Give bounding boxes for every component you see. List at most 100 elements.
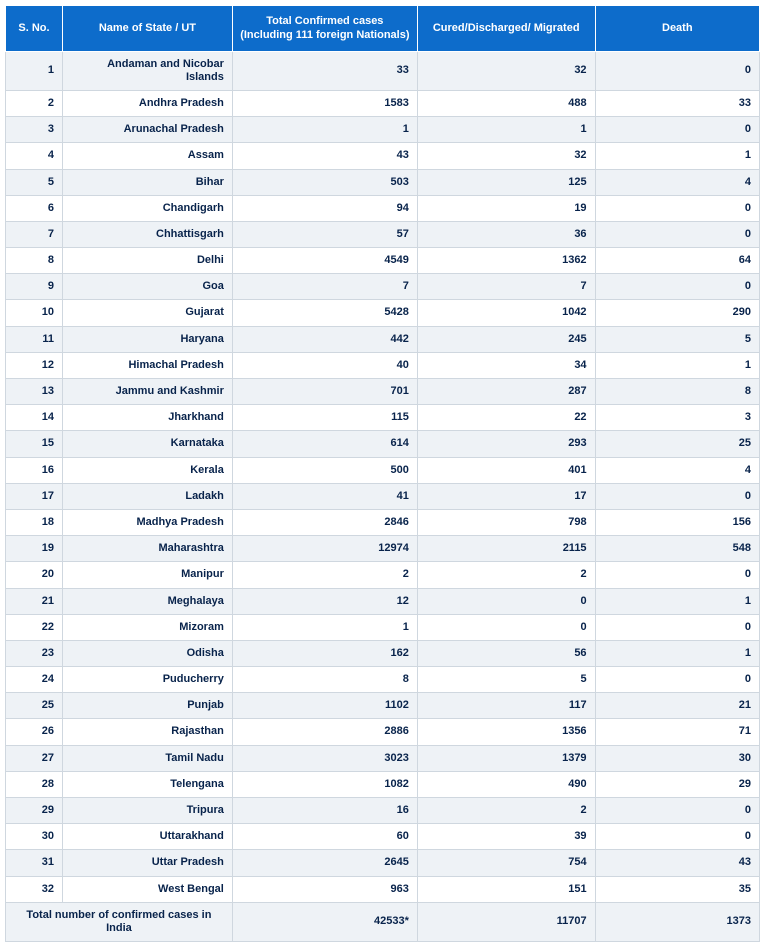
cell-confirmed: 12974 [232,536,417,562]
cell-sno: 11 [6,326,63,352]
cell-name: Tripura [62,798,232,824]
cell-confirmed: 2886 [232,719,417,745]
total-label: Total number of confirmed cases in India [6,902,233,941]
table-row: 30Uttarakhand60390 [6,824,760,850]
table-row: 2Andhra Pradesh158348833 [6,90,760,116]
cell-cured: 488 [417,90,595,116]
cell-cured: 17 [417,483,595,509]
cell-death: 290 [595,300,759,326]
cell-cured: 7 [417,274,595,300]
cell-name: Chhattisgarh [62,221,232,247]
total-death: 1373 [595,902,759,941]
cell-sno: 32 [6,876,63,902]
cell-death: 71 [595,719,759,745]
table-row: 20Manipur220 [6,562,760,588]
total-confirmed: 42533* [232,902,417,941]
header-confirmed: Total Confirmed cases (Including 111 for… [232,6,417,52]
cell-death: 5 [595,326,759,352]
cell-cured: 754 [417,850,595,876]
table-row: 19Maharashtra129742115548 [6,536,760,562]
cell-death: 64 [595,248,759,274]
table-row: 5Bihar5031254 [6,169,760,195]
cell-name: Andhra Pradesh [62,90,232,116]
cell-confirmed: 503 [232,169,417,195]
cell-name: Arunachal Pradesh [62,117,232,143]
table-row: 4Assam43321 [6,143,760,169]
cell-confirmed: 963 [232,876,417,902]
header-death: Death [595,6,759,52]
cell-death: 25 [595,431,759,457]
cell-death: 30 [595,745,759,771]
cell-confirmed: 41 [232,483,417,509]
cell-name: Odisha [62,640,232,666]
cell-death: 0 [595,274,759,300]
cell-cured: 1 [417,117,595,143]
cell-cured: 293 [417,431,595,457]
cell-death: 4 [595,169,759,195]
cell-death: 0 [595,117,759,143]
cell-cured: 151 [417,876,595,902]
cell-death: 1 [595,352,759,378]
cell-name: Madhya Pradesh [62,509,232,535]
cell-cured: 32 [417,143,595,169]
covid-state-table: S. No. Name of State / UT Total Confirme… [5,5,760,942]
cell-confirmed: 3023 [232,745,417,771]
cell-sno: 18 [6,509,63,535]
cell-death: 0 [595,798,759,824]
cell-death: 35 [595,876,759,902]
table-row: 27Tamil Nadu3023137930 [6,745,760,771]
cell-cured: 39 [417,824,595,850]
cell-death: 33 [595,90,759,116]
cell-sno: 1 [6,51,63,90]
cell-death: 4 [595,457,759,483]
cell-sno: 3 [6,117,63,143]
cell-confirmed: 1 [232,614,417,640]
table-row: 28Telengana108249029 [6,771,760,797]
cell-confirmed: 12 [232,588,417,614]
cell-cured: 1042 [417,300,595,326]
cell-cured: 36 [417,221,595,247]
table-row: 18Madhya Pradesh2846798156 [6,509,760,535]
cell-name: Himachal Pradesh [62,352,232,378]
cell-name: Puducherry [62,667,232,693]
cell-name: Jammu and Kashmir [62,379,232,405]
cell-death: 21 [595,693,759,719]
cell-sno: 30 [6,824,63,850]
cell-confirmed: 16 [232,798,417,824]
cell-sno: 19 [6,536,63,562]
cell-name: Meghalaya [62,588,232,614]
cell-death: 548 [595,536,759,562]
cell-cured: 32 [417,51,595,90]
table-row: 25Punjab110211721 [6,693,760,719]
cell-confirmed: 1 [232,117,417,143]
cell-sno: 24 [6,667,63,693]
cell-sno: 8 [6,248,63,274]
cell-name: Gujarat [62,300,232,326]
header-row: S. No. Name of State / UT Total Confirme… [6,6,760,52]
cell-confirmed: 1082 [232,771,417,797]
cell-confirmed: 701 [232,379,417,405]
cell-confirmed: 1102 [232,693,417,719]
cell-cured: 0 [417,614,595,640]
cell-cured: 19 [417,195,595,221]
cell-confirmed: 2 [232,562,417,588]
table-row: 16Kerala5004014 [6,457,760,483]
cell-sno: 13 [6,379,63,405]
cell-name: Haryana [62,326,232,352]
table-row: 7Chhattisgarh57360 [6,221,760,247]
cell-confirmed: 2645 [232,850,417,876]
cell-name: Delhi [62,248,232,274]
cell-cured: 34 [417,352,595,378]
cell-confirmed: 57 [232,221,417,247]
cell-cured: 2 [417,798,595,824]
cell-cured: 22 [417,405,595,431]
cell-sno: 29 [6,798,63,824]
cell-sno: 27 [6,745,63,771]
cell-name: Punjab [62,693,232,719]
cell-death: 0 [595,195,759,221]
cell-confirmed: 40 [232,352,417,378]
cell-sno: 21 [6,588,63,614]
cell-name: Mizoram [62,614,232,640]
cell-confirmed: 33 [232,51,417,90]
cell-confirmed: 115 [232,405,417,431]
